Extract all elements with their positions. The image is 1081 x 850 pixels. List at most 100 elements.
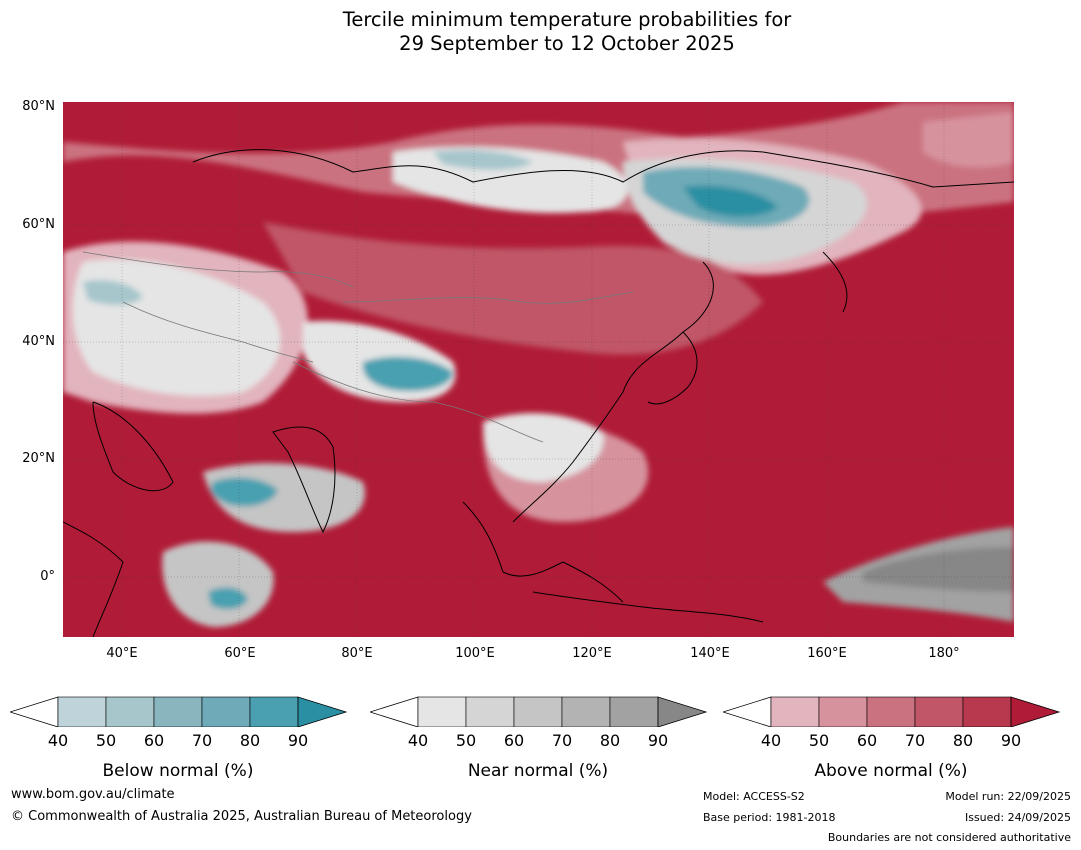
lon-label-60e: 60°E (224, 646, 256, 661)
lat-label-40n: 40°N (22, 334, 55, 349)
coastline-indonesia (532, 591, 764, 623)
tick-label: 70 (191, 731, 213, 750)
lon-label-180: 180° (928, 646, 960, 661)
lat-label-60n: 60°N (22, 217, 55, 232)
gridlines (63, 102, 1014, 637)
colorbar-swatch (249, 696, 299, 728)
tick-label: 70 (551, 731, 573, 750)
lat-label-20n: 20°N (22, 451, 55, 466)
footer-base-period: Base period: 1981-2018 (703, 811, 836, 824)
colorbar-swatch (962, 696, 1012, 728)
colorbar-swatch (609, 696, 659, 728)
border-central-asia (122, 301, 314, 363)
region-pink-arctic-east (923, 112, 1014, 168)
region-light-red-central (263, 222, 763, 355)
colorbar-upper-extension (1010, 696, 1061, 728)
lon-label-160e: 160°E (807, 646, 847, 661)
colorbar-swatch (57, 696, 107, 728)
colorbar-lower-extension (8, 696, 59, 728)
region-below-normal-arabian-sea (211, 477, 278, 507)
footer-copyright: © Commonwealth of Australia 2025, Austra… (11, 809, 472, 824)
colorbar-near-normal: 40 50 60 70 80 90 Near normal (%) (368, 695, 710, 785)
footer-issued: Issued: 24/09/2025 (964, 811, 1071, 824)
tick-label: 60 (503, 731, 525, 750)
colorbar-swatch (465, 696, 515, 728)
coastline-africa-east (63, 521, 124, 637)
colorbar-swatch (866, 696, 916, 728)
tick-label: 70 (904, 731, 926, 750)
coastline-arctic (192, 149, 1014, 188)
colorbar-below-normal-ticks: 40 50 60 70 80 90 (10, 731, 350, 751)
region-below-normal-indian-ocean (208, 587, 248, 610)
colorbar-swatch (417, 696, 467, 728)
colorbar-swatch (818, 696, 868, 728)
chart-title: Tercile minimum temperature probabilitie… (0, 8, 1081, 56)
colorbar-near-normal-swatches (368, 696, 708, 728)
tick-label: 90 (287, 731, 309, 750)
lat-label-80n: 80°N (22, 99, 55, 114)
tick-label: 90 (1000, 731, 1022, 750)
lat-label-equator: 0° (40, 569, 55, 584)
coastline-east-asia (512, 261, 714, 523)
border-china-mongolia (342, 291, 634, 304)
colorbar-above-normal-title: Above normal (%) (814, 761, 968, 781)
region-near-normal-pacific-core (863, 547, 1014, 592)
tick-label: 90 (647, 731, 669, 750)
colorbar-swatch (561, 696, 611, 728)
colorbar-above-normal-swatches (721, 696, 1061, 728)
coastlines (63, 149, 1014, 637)
region-below-normal-east-siberia-core (683, 185, 778, 217)
colorbar-lower-extension (721, 696, 772, 728)
colorbar-below-normal: 40 50 60 70 80 90 Below normal (%) (8, 695, 350, 785)
border-china-himalaya (292, 361, 544, 443)
colorbar-lower-extension (368, 696, 419, 728)
colorbar-below-normal-swatches (8, 696, 348, 728)
title-line-1: Tercile minimum temperature probabilitie… (342, 8, 792, 31)
lon-label-100e: 100°E (455, 646, 495, 661)
colorbar-swatch (513, 696, 563, 728)
probability-map (63, 102, 1014, 637)
colorbar-below-normal-title: Below normal (%) (102, 761, 254, 781)
colorbar-above-normal-ticks: 40 50 60 70 80 90 (723, 731, 1063, 751)
coastline-southeast-asia (462, 501, 624, 603)
lon-label-120e: 120°E (572, 646, 612, 661)
coastline-india (272, 426, 336, 534)
colorbar-above-normal: 40 50 60 70 80 90 Above normal (%) (721, 695, 1063, 785)
region-below-normal-tibet (362, 356, 453, 392)
footer-model: Model: ACCESS-S2 (703, 790, 805, 803)
colorbar-swatch (914, 696, 964, 728)
lon-label-140e: 140°E (690, 646, 730, 661)
coastline-arabia (92, 401, 174, 492)
tick-label: 40 (407, 731, 429, 750)
tick-label: 50 (808, 731, 830, 750)
border-russia-kazakhstan (82, 251, 354, 288)
tick-label: 50 (455, 731, 477, 750)
tick-label: 60 (143, 731, 165, 750)
probability-field (63, 102, 1014, 627)
region-below-normal-west-siberia (433, 150, 533, 170)
colorbar-swatch (201, 696, 251, 728)
lon-label-40e: 40°E (106, 646, 138, 661)
tick-label: 80 (952, 731, 974, 750)
footer-model-run: Model run: 22/09/2025 (945, 790, 1071, 803)
colorbar-swatch (770, 696, 820, 728)
region-near-normal-east-africa (162, 541, 274, 627)
colorbar-near-normal-title: Near normal (%) (467, 761, 609, 781)
tick-label: 40 (760, 731, 782, 750)
colorbar-near-normal-ticks: 40 50 60 70 80 90 (370, 731, 710, 751)
region-near-normal-china (483, 413, 604, 482)
coastline-kamchatka (822, 251, 848, 313)
region-below-normal-caspian (83, 280, 143, 305)
footer-boundaries-note: Boundaries are not considered authoritat… (827, 831, 1071, 844)
colorbar-swatch (105, 696, 155, 728)
tick-label: 50 (95, 731, 117, 750)
tick-label: 80 (599, 731, 621, 750)
colorbar-upper-extension (657, 696, 708, 728)
tick-label: 80 (239, 731, 261, 750)
colorbar-upper-extension (297, 696, 348, 728)
colorbar-swatch (153, 696, 203, 728)
country-borders (82, 251, 634, 443)
footer-website[interactable]: www.bom.gov.au/climate (11, 787, 175, 802)
coastline-japan (647, 331, 698, 405)
tick-label: 60 (856, 731, 878, 750)
